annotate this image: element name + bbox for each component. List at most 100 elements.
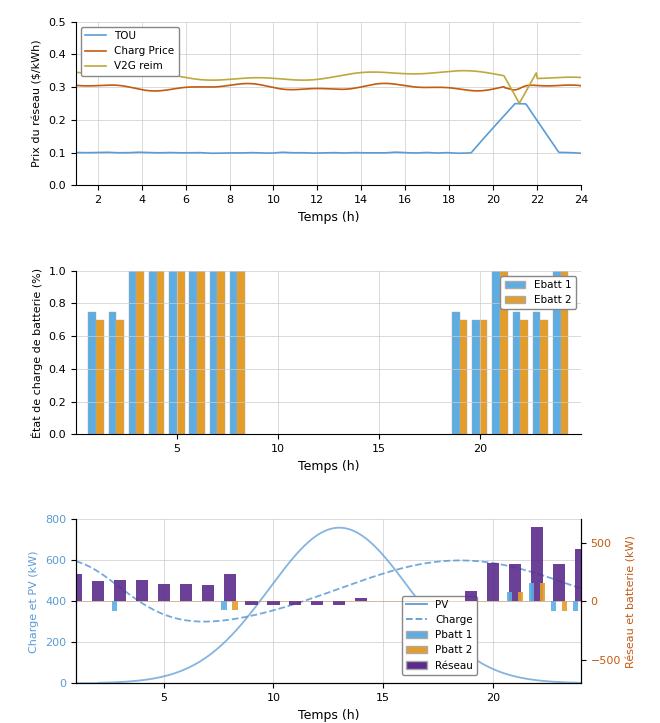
X-axis label: Temps (h): Temps (h): [298, 709, 359, 722]
X-axis label: Temps (h): Temps (h): [298, 460, 359, 473]
Bar: [169, 270, 177, 435]
Bar: [112, 602, 117, 611]
Bar: [92, 581, 104, 602]
Bar: [149, 270, 156, 435]
Bar: [109, 312, 116, 435]
Bar: [533, 312, 541, 435]
Bar: [129, 270, 137, 435]
V2G reim: [577, 73, 585, 82]
Bar: [507, 592, 512, 602]
PV: [335, 523, 343, 532]
Line: V2G reim: V2G reim: [76, 71, 581, 103]
Charg Price: [72, 81, 80, 90]
Bar: [541, 320, 548, 435]
Bar: [540, 583, 545, 602]
Charg Price: [381, 79, 389, 87]
PV: [566, 678, 574, 687]
Y-axis label: État de charge de batterie (%): État de charge de batterie (%): [31, 268, 43, 437]
Bar: [573, 602, 578, 611]
Bar: [114, 581, 126, 602]
Bar: [210, 270, 217, 435]
Charg Price: [488, 85, 496, 94]
V2G reim: [315, 75, 323, 84]
Bar: [355, 598, 368, 602]
Bar: [575, 549, 587, 602]
Line: PV: PV: [76, 528, 581, 683]
Line: TOU: TOU: [76, 103, 581, 153]
Bar: [560, 270, 568, 435]
PV: [312, 532, 319, 541]
Bar: [246, 602, 257, 605]
Bar: [472, 320, 480, 435]
TOU: [372, 148, 380, 157]
Charg Price: [346, 85, 354, 93]
PV: [487, 664, 495, 672]
Bar: [513, 312, 520, 435]
V2G reim: [72, 68, 80, 77]
PV: [315, 530, 323, 539]
X-axis label: Temps (h): Temps (h): [298, 210, 359, 223]
Y-axis label: Prix du réseau ($/kWh): Prix du réseau ($/kWh): [33, 40, 43, 168]
Bar: [553, 270, 560, 435]
V2G reim: [372, 68, 380, 77]
Bar: [177, 270, 185, 435]
V2G reim: [345, 69, 353, 78]
TOU: [453, 149, 461, 158]
TOU: [577, 149, 585, 158]
Bar: [492, 270, 500, 435]
V2G reim: [312, 75, 319, 84]
Bar: [88, 312, 96, 435]
Bar: [452, 312, 459, 435]
Bar: [583, 602, 589, 611]
Bar: [517, 592, 523, 602]
Line: Charge: Charge: [76, 560, 581, 622]
Bar: [289, 602, 302, 605]
Charg Price: [567, 81, 575, 90]
Charge: [577, 584, 585, 593]
Bar: [520, 320, 528, 435]
Charge: [315, 591, 323, 600]
TOU: [72, 148, 80, 157]
Y-axis label: Charge et PV (kW): Charge et PV (kW): [30, 550, 40, 653]
Charge: [72, 557, 80, 565]
Bar: [230, 270, 238, 435]
Bar: [158, 583, 170, 602]
Bar: [238, 270, 245, 435]
Bar: [137, 270, 144, 435]
Bar: [70, 575, 82, 602]
PV: [577, 678, 585, 687]
V2G reim: [567, 73, 575, 82]
Bar: [531, 526, 543, 602]
Bar: [312, 602, 323, 605]
TOU: [511, 99, 519, 108]
Bar: [136, 581, 148, 602]
Y-axis label: Réseau et batterie (kW): Réseau et batterie (kW): [626, 535, 636, 668]
Bar: [487, 562, 499, 602]
Bar: [553, 564, 565, 602]
Bar: [465, 591, 477, 602]
Bar: [562, 602, 567, 611]
Bar: [509, 564, 521, 602]
V2G reim: [459, 67, 467, 75]
Legend: Ebatt 1, Ebatt 2: Ebatt 1, Ebatt 2: [500, 275, 576, 309]
Bar: [197, 270, 205, 435]
Charg Price: [313, 84, 321, 93]
Bar: [96, 320, 104, 435]
Bar: [201, 585, 214, 602]
Charge: [457, 556, 465, 565]
Charge: [313, 592, 321, 601]
Charge: [201, 617, 209, 626]
TOU: [487, 126, 495, 134]
TOU: [345, 148, 353, 157]
Bar: [267, 602, 279, 605]
Bar: [180, 584, 191, 602]
PV: [346, 525, 354, 534]
TOU: [315, 149, 323, 158]
V2G reim: [487, 69, 495, 77]
Bar: [550, 602, 556, 611]
PV: [72, 679, 80, 688]
Bar: [529, 583, 534, 602]
Bar: [333, 602, 345, 605]
Charg Price: [151, 87, 159, 95]
Charge: [374, 571, 381, 580]
